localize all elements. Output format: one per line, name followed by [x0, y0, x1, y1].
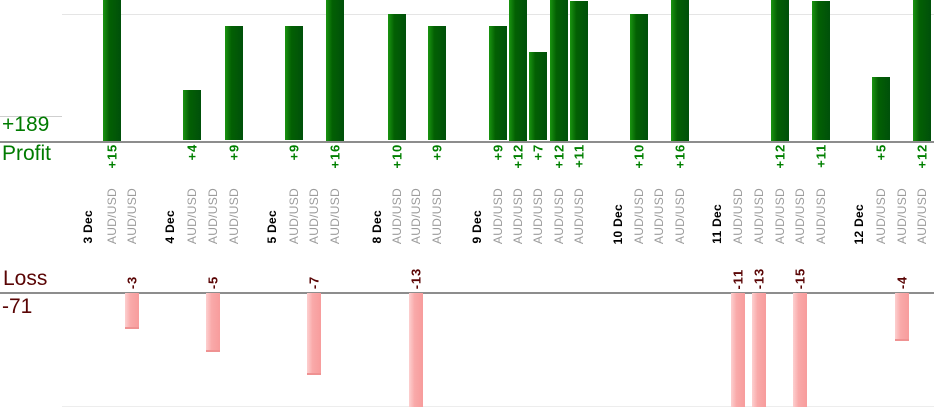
profit-value-label: +9 — [226, 144, 241, 161]
date-label: 12 Dec — [852, 203, 866, 245]
date-label: 3 Dec — [81, 210, 95, 244]
profit-value-label: +4 — [184, 144, 200, 161]
profit-bar — [670, 0, 689, 141]
profit-total-value: +189 — [2, 113, 50, 136]
profit-baseline — [0, 140, 934, 143]
loss-value-label: -11 — [730, 268, 746, 289]
symbol-label: AUD/USD — [491, 187, 505, 244]
profit-bar — [428, 26, 446, 141]
loss-bar — [731, 292, 745, 407]
profit-value-label: +12 — [914, 144, 930, 169]
date-label: 4 Dec — [163, 210, 177, 244]
profit-bar — [549, 0, 568, 141]
symbol-label: AUD/USD — [389, 187, 404, 244]
symbol-label: AUD/USD — [307, 187, 321, 244]
profit-bar — [224, 26, 243, 141]
loss-value-label: -15 — [792, 267, 808, 289]
profit-bar — [629, 13, 648, 141]
profit-gridline-plus10 — [62, 14, 934, 15]
profit-bar — [183, 89, 201, 141]
loss-value-label: -5 — [205, 275, 221, 289]
loss-bar — [307, 292, 321, 375]
profit-bar — [284, 26, 303, 141]
date-label: 10 Dec — [611, 203, 625, 245]
loss-gridline-minus10 — [62, 406, 934, 407]
symbol-label: AUD/USD — [125, 187, 139, 244]
profit-bar — [102, 0, 121, 141]
profit-value-label: +10 — [389, 144, 404, 169]
symbol-label: AUD/USD — [752, 187, 766, 244]
profit-bar — [812, 1, 830, 141]
profit-value-label: +16 — [672, 144, 687, 169]
loss-baseline — [0, 291, 934, 294]
profit-value-label: +12 — [510, 144, 525, 169]
symbol-label: AUD/USD — [631, 187, 646, 244]
symbol-label: AUD/USD — [793, 187, 807, 244]
loss-row-label: Loss — [3, 267, 48, 290]
profit-row-label: Profit — [2, 142, 52, 165]
profit-value-label: +9 — [490, 144, 506, 161]
profit-value-label: +12 — [551, 144, 566, 169]
symbol-label: AUD/USD — [286, 187, 301, 244]
symbol-label: AUD/USD — [510, 187, 525, 244]
summary-row-border — [0, 116, 62, 117]
symbol-label: AUD/USD — [551, 187, 566, 244]
date-label: 5 Dec — [265, 210, 279, 244]
symbol-label: AUD/USD — [915, 187, 929, 244]
symbol-label: AUD/USD — [206, 187, 220, 244]
profit-value-label: +9 — [429, 144, 445, 161]
symbol-label: AUD/USD — [772, 187, 787, 244]
loss-value-label: -7 — [306, 275, 322, 289]
profit-bar — [325, 0, 344, 141]
profit-value-label: +9 — [286, 144, 301, 161]
profit-bar — [529, 51, 547, 141]
loss-bar — [793, 292, 807, 407]
symbol-label: AUD/USD — [185, 187, 199, 244]
loss-value-label: -13 — [408, 267, 424, 289]
profit-bar — [387, 13, 406, 141]
profit-value-label: +11 — [571, 144, 587, 168]
profit-bar — [913, 0, 931, 141]
loss-total-value: -71 — [2, 295, 33, 318]
loss-bar — [125, 292, 139, 329]
loss-value-label: -3 — [124, 275, 140, 289]
profit-bar — [508, 0, 527, 141]
loss-value-label: -4 — [894, 275, 909, 289]
symbol-label: AUD/USD — [104, 187, 119, 244]
loss-bar — [409, 292, 423, 407]
symbol-label: AUD/USD — [531, 187, 545, 244]
profit-value-label: +16 — [327, 144, 342, 169]
profit-value-label: +7 — [530, 144, 546, 161]
symbol-label: AUD/USD — [226, 187, 241, 244]
date-label: 9 Dec — [470, 210, 484, 244]
symbol-label: AUD/USD — [731, 187, 745, 244]
symbol-label: AUD/USD — [652, 187, 666, 244]
loss-bar — [894, 292, 909, 341]
symbol-label: AUD/USD — [327, 187, 342, 244]
loss-value-label: -13 — [751, 267, 767, 289]
profit-bar — [871, 77, 890, 141]
profit-value-label: +11 — [813, 144, 829, 168]
date-label: 11 Dec — [710, 204, 724, 244]
symbol-label: AUD/USD — [814, 187, 828, 244]
symbol-label: AUD/USD — [430, 187, 444, 244]
loss-bar — [206, 292, 220, 352]
symbol-label: AUD/USD — [873, 187, 888, 244]
symbol-label: AUD/USD — [672, 187, 687, 244]
date-label: 8 Dec — [370, 210, 384, 244]
profit-value-label: +15 — [104, 144, 119, 169]
profit-value-label: +5 — [873, 144, 888, 161]
symbol-label: AUD/USD — [572, 187, 586, 244]
symbol-label: AUD/USD — [409, 187, 423, 244]
profit-bar — [770, 0, 789, 141]
profit-bar — [570, 1, 588, 141]
profit-bar — [489, 26, 507, 141]
symbol-label: AUD/USD — [894, 187, 909, 244]
profit-value-label: +10 — [631, 144, 646, 169]
loss-bar — [752, 292, 766, 407]
profit-value-label: +12 — [772, 144, 787, 169]
